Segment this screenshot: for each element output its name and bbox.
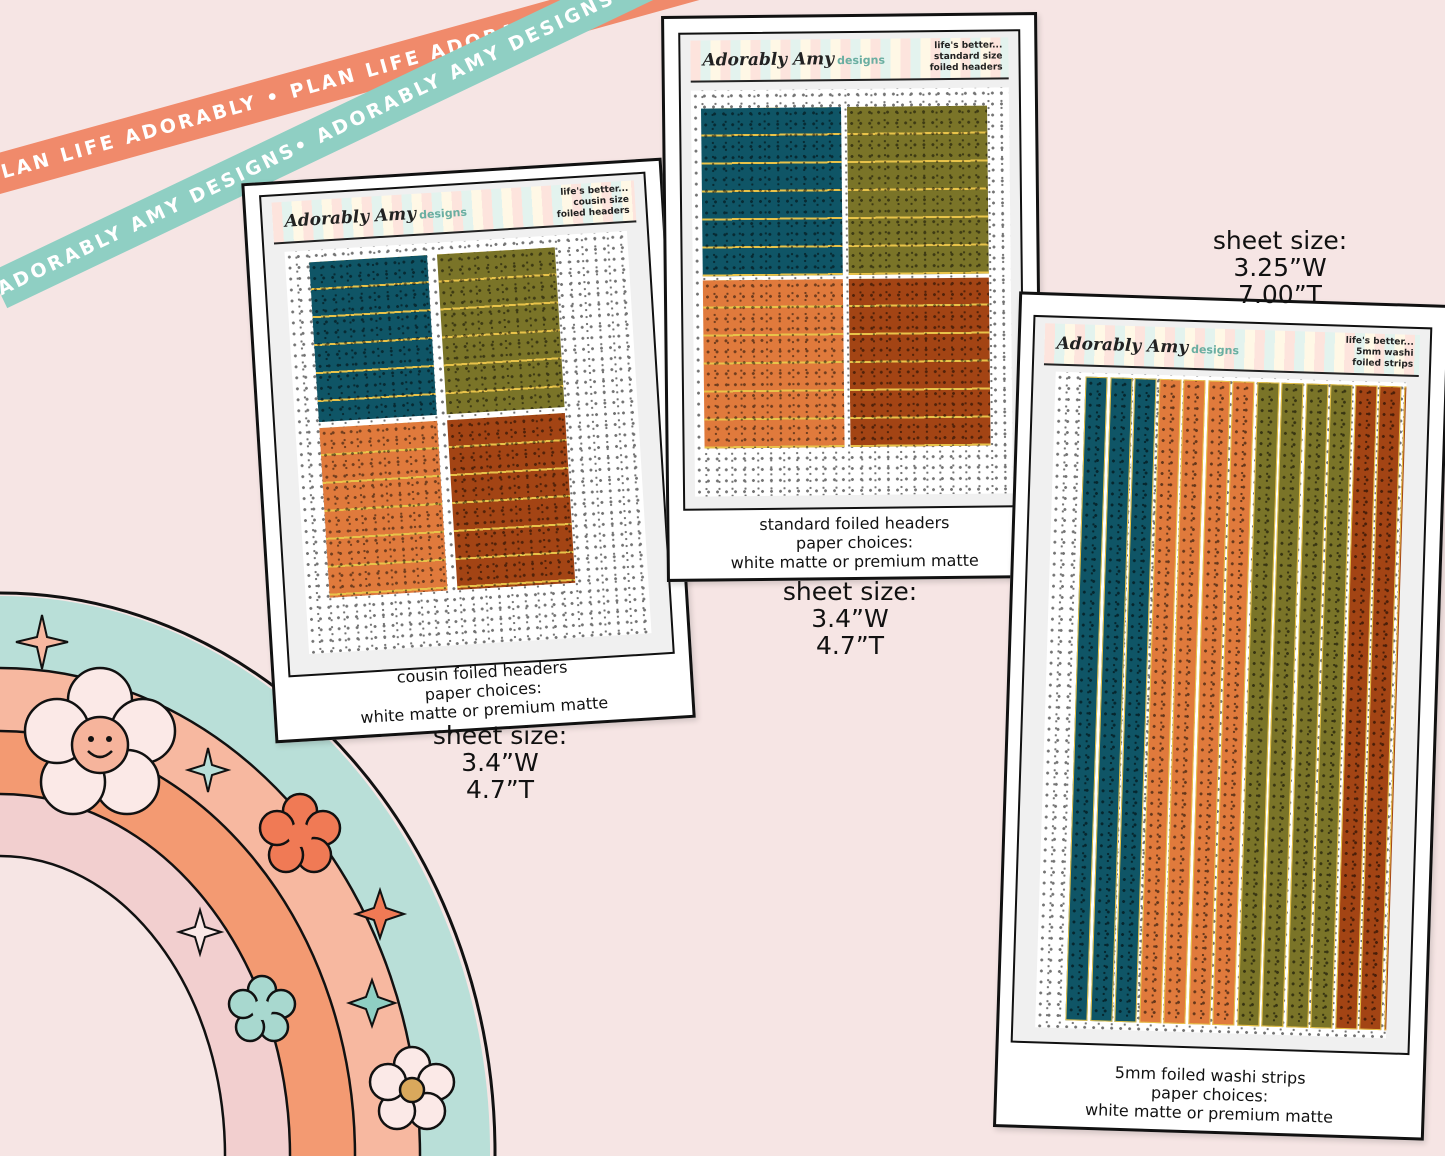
teal-header-block	[309, 255, 437, 423]
white-flower-icon	[368, 1045, 456, 1131]
mint-flower-icon	[227, 974, 297, 1043]
product-caption: 5mm foiled washi strips paper choices: w…	[1084, 1062, 1334, 1127]
sticker-sheet	[1035, 371, 1407, 1039]
product-title: life's better... 5mm washi foiled strips	[1345, 335, 1414, 370]
sheet-size-label: sheet size: 3.25”W 7.00”T	[1212, 226, 1348, 309]
sticker-sheet	[690, 87, 1014, 497]
coral-flower-icon	[258, 792, 342, 874]
rainbow-decoration	[0, 591, 497, 1156]
product-title: life's better... cousin size foiled head…	[556, 183, 630, 221]
smiley-flower-icon	[23, 666, 177, 816]
star-icon	[352, 886, 408, 942]
rust-header-block	[848, 277, 991, 448]
sparkle-icon	[175, 906, 225, 958]
star-icon	[345, 976, 399, 1030]
brand-logo: Adorably Amy designs	[1056, 333, 1240, 358]
product-caption: standard foiled headers paper choices: w…	[730, 512, 979, 573]
product-title: life's better... standard size foiled he…	[929, 40, 1003, 74]
product-header: Adorably Amy designs life's better... sta…	[690, 37, 1009, 83]
cousin-headers-card: Adorably Amy designs life's better... cou…	[241, 157, 696, 744]
rust-header-block	[447, 413, 576, 590]
orange-header-block	[319, 420, 448, 598]
sheet-size-label: sheet size: 3.4”W 4.7”T	[782, 577, 918, 660]
olive-header-block	[847, 105, 989, 276]
brand-logo: Adorably Amy designs	[702, 49, 886, 71]
sparkle-icon	[184, 747, 232, 793]
washi-strips-card: Adorably Amy designs life's better... 5mm…	[992, 291, 1445, 1141]
sheet-size-label: sheet size: 3.4”W 4.7”T	[432, 721, 568, 804]
standard-headers-card: Adorably Amy designs life's better... sta…	[661, 12, 1043, 582]
olive-header-block	[436, 247, 565, 415]
sticker-sheet	[284, 230, 652, 655]
sparkle-icon	[15, 614, 69, 670]
orange-header-block	[702, 279, 845, 449]
product-header: Adorably Amy designs life's better... 5mm…	[1043, 323, 1421, 378]
brand-logo: Adorably Amy designs	[284, 203, 468, 232]
teal-header-block	[701, 107, 843, 277]
